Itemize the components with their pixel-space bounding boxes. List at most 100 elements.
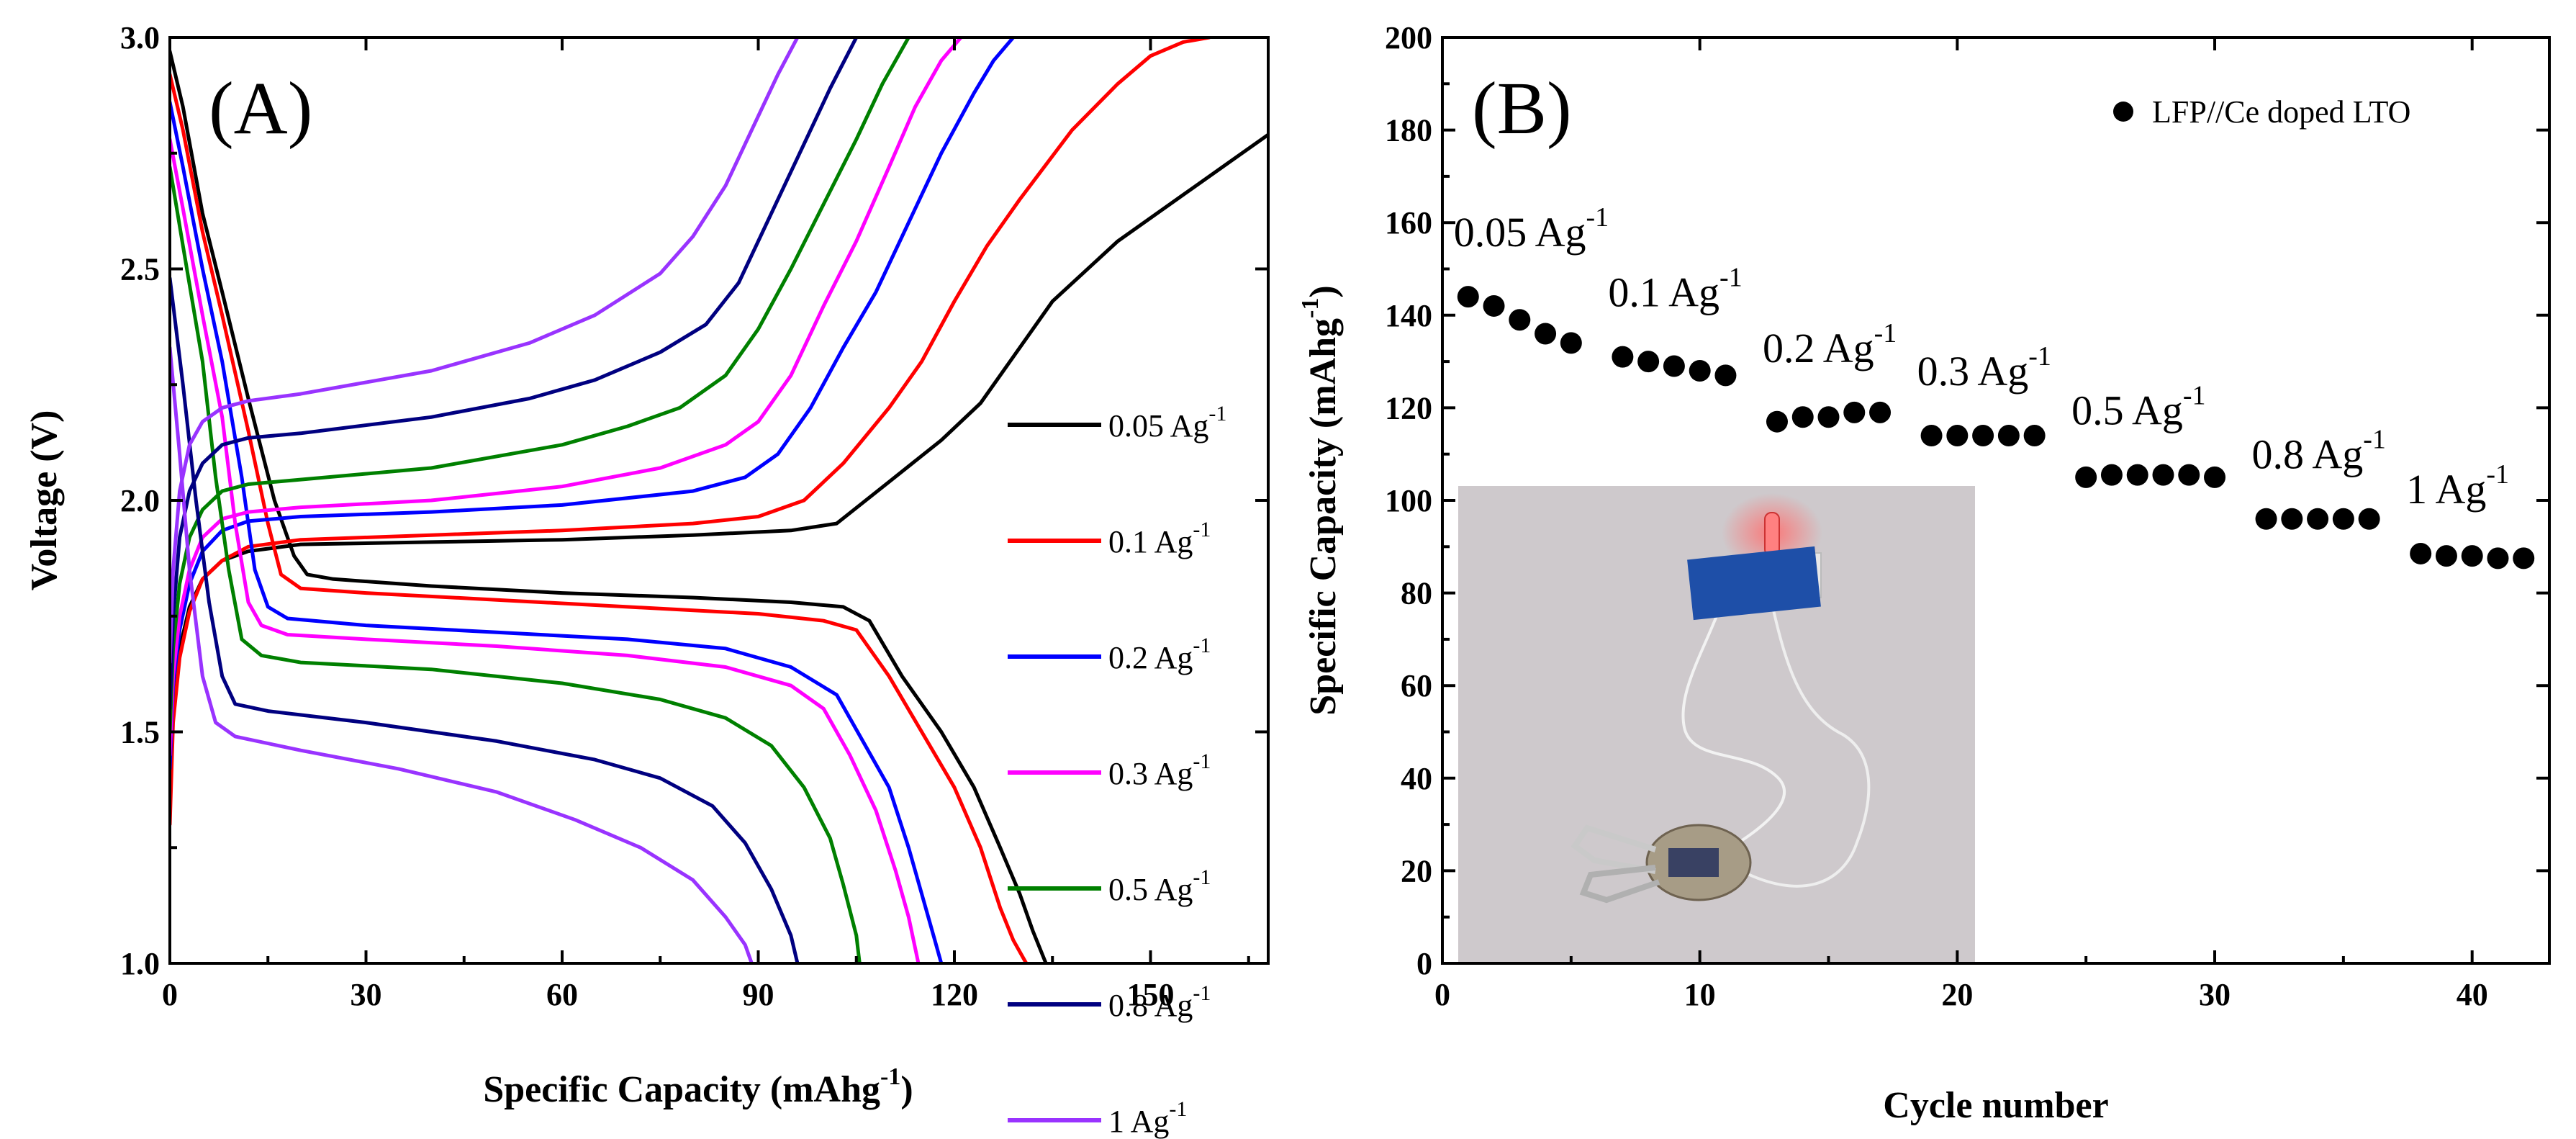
panel-a-ylabel: Voltage (V) <box>24 410 65 591</box>
a-ytick-label: 2.0 <box>120 483 160 518</box>
legend-label-text: 0.2 Ag <box>1108 640 1193 675</box>
data-point <box>1997 424 2020 446</box>
a-ytick-label: 1.0 <box>120 946 160 981</box>
b-xtick-label: 20 <box>1941 977 1973 1012</box>
b-xtick-label: 0 <box>1434 977 1450 1012</box>
b-ytick-label: 180 <box>1385 113 1432 148</box>
series-6-charge-curve <box>170 37 800 665</box>
panel-b: 0 10 20 30 40 0 20 40 60 80 100 120 140 160 180 200 (B)… <box>1297 20 2551 1126</box>
series-5-charge-curve <box>170 37 859 711</box>
data-point <box>1689 359 1711 382</box>
series-1-discharge-curve <box>170 72 1029 963</box>
panel-b-legend-marker <box>2113 102 2133 122</box>
series-5-discharge-curve <box>170 276 800 963</box>
data-point <box>2075 466 2097 488</box>
data-point <box>1869 401 1892 423</box>
rate-annotation-4: 0.5 Ag-1 <box>2071 381 2205 434</box>
rate-annotation-sup: -1 <box>2183 381 2206 411</box>
data-point <box>1946 424 1969 446</box>
rate-annotation-text: 0.3 Ag <box>1917 348 2029 395</box>
panel-a-xlabel-main: Specific Capacity (mAhg <box>483 1069 880 1110</box>
panel-b-frame <box>1441 36 2551 965</box>
rate-annotation-text: 0.8 Ag <box>2252 431 2364 478</box>
series-4-discharge-curve <box>170 165 862 963</box>
data-point <box>2281 508 2303 530</box>
panel-a-curves <box>170 37 1268 963</box>
inset-photo <box>1458 486 1975 963</box>
series-4-charge-curve <box>170 37 910 734</box>
a-ytick-label: 2.5 <box>120 252 160 287</box>
legend-label-text: 1 Ag <box>1108 1104 1169 1139</box>
panel-a-plot-area <box>170 37 1268 963</box>
data-point <box>1766 410 1788 433</box>
rate-annotation-text: 0.05 Ag <box>1454 209 1586 256</box>
data-point <box>2410 542 2432 564</box>
legend-label-sup: -1 <box>1169 1097 1187 1121</box>
legend-label-sup: -1 <box>1193 518 1211 541</box>
data-point <box>2307 508 2329 530</box>
legend-label-6: 1 Ag-1 <box>1108 1097 1187 1139</box>
panel-a-label: (A) <box>209 67 312 150</box>
legend-label-sup: -1 <box>1193 749 1211 773</box>
data-point <box>1817 406 1840 428</box>
legend-label-text: 0.3 Ag <box>1108 756 1193 791</box>
panel-b-ylabel-tail: ) <box>1303 285 1344 297</box>
rate-annotation-sup: -1 <box>2486 459 2509 490</box>
legend-label-3: 0.3 Ag-1 <box>1108 749 1211 791</box>
legend-label-sup: -1 <box>1193 865 1211 889</box>
data-point <box>2255 508 2277 530</box>
panel-b-ylabel-sup: -1 <box>1297 298 1324 318</box>
rate-annotation-sup: -1 <box>1719 263 1743 293</box>
rate-annotation-3: 0.3 Ag-1 <box>1917 341 2051 395</box>
series-1-charge-curve <box>170 37 1211 827</box>
panel-b-xlabel: Cycle number <box>1883 1085 2108 1126</box>
data-point <box>2487 547 2509 570</box>
a-ytick-label: 1.5 <box>120 715 160 750</box>
data-point <box>1843 401 1866 423</box>
series-2-discharge-curve <box>170 100 944 963</box>
b-ytick-label: 120 <box>1385 390 1432 426</box>
rate-annotation-5: 0.8 Ag-1 <box>2252 425 2386 478</box>
data-point <box>2332 508 2354 530</box>
rate-annotation-sup: -1 <box>2028 341 2051 372</box>
blue-tape <box>1687 546 1821 621</box>
rate-annotation-sup: -1 <box>2363 425 2386 455</box>
data-point <box>2100 464 2123 486</box>
b-ytick-label: 20 <box>1401 853 1432 888</box>
b-xtick-label: 40 <box>2457 977 2488 1012</box>
rate-annotation-text: 1 Ag <box>2406 466 2486 513</box>
data-point <box>1972 424 1994 446</box>
b-xtick-label: 30 <box>2199 977 2231 1012</box>
panel-a-xlabel-sup: -1 <box>880 1063 900 1090</box>
data-point <box>2358 508 2380 530</box>
data-point <box>1612 346 1634 368</box>
legend-label-text: 0.8 Ag <box>1108 988 1193 1023</box>
panel-b-legend: LFP//Ce doped LTO <box>2113 94 2410 130</box>
rate-annotation-0: 0.05 Ag-1 <box>1454 202 1609 256</box>
panel-a-xlabel: Specific Capacity (mAhg-1) <box>483 1063 913 1110</box>
data-point <box>1791 406 1814 428</box>
a-ytick-label: 3.0 <box>120 20 160 55</box>
data-point <box>1535 323 1557 345</box>
legend-label-text: 0.1 Ag <box>1108 524 1193 559</box>
data-point <box>1714 364 1737 387</box>
legend-label-4: 0.5 Ag-1 <box>1108 865 1211 907</box>
series-6-discharge-curve <box>170 346 754 963</box>
legend-label-0: 0.05 Ag-1 <box>1108 402 1226 444</box>
panel-b-label: (B) <box>1472 67 1572 150</box>
rate-annotation-text: 0.2 Ag <box>1763 325 1874 372</box>
panel-b-ticks: 0 10 20 30 40 0 20 40 60 80 100 120 140 160 180 200 <box>1385 20 2549 1012</box>
data-point <box>1663 355 1685 377</box>
binder-clip-handle-2 <box>1579 865 1660 904</box>
rate-annotation-sup: -1 <box>1586 202 1609 233</box>
series-3-charge-curve <box>170 37 963 757</box>
data-point <box>2435 545 2457 567</box>
b-ytick-label: 60 <box>1401 668 1432 703</box>
data-point <box>2461 545 2483 567</box>
data-point <box>2023 424 2046 446</box>
rate-annotation-6: 1 Ag-1 <box>2406 459 2509 513</box>
b-ytick-label: 0 <box>1416 946 1432 981</box>
data-point <box>1483 294 1505 317</box>
data-point <box>2152 464 2174 486</box>
binder-clip-band <box>1668 848 1719 877</box>
